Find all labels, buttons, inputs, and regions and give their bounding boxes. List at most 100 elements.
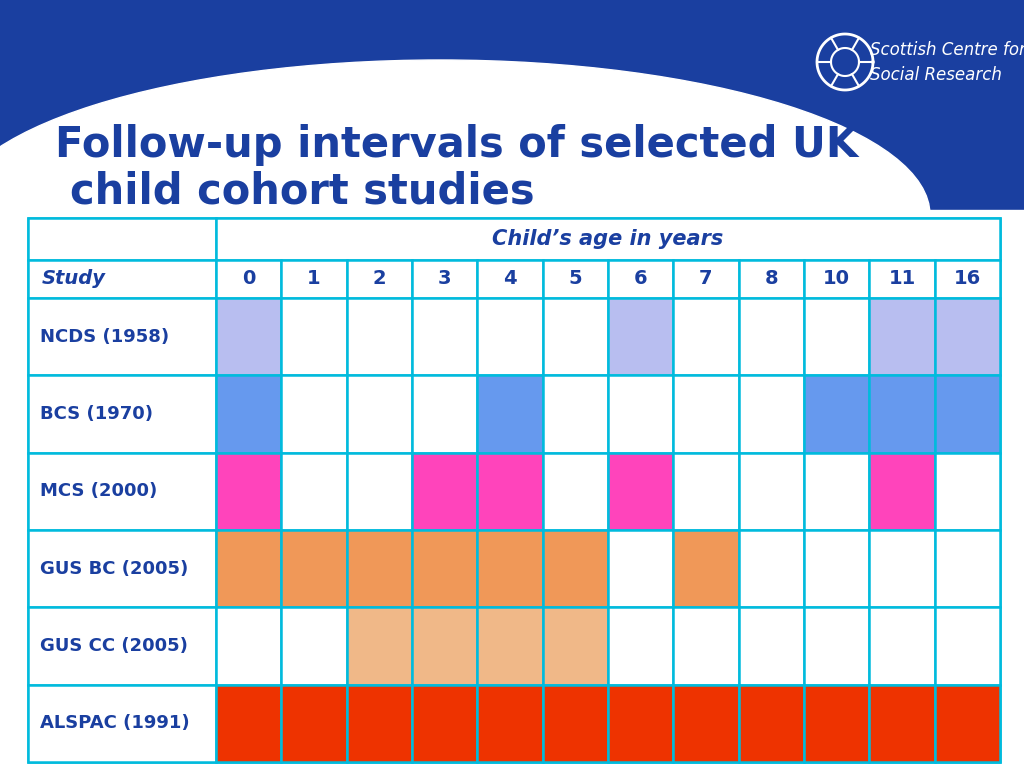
Bar	[216, 607, 282, 684]
Bar	[412, 684, 477, 762]
Bar	[869, 607, 935, 684]
Bar	[804, 607, 869, 684]
Bar	[347, 607, 412, 684]
Text: 1: 1	[307, 270, 321, 289]
Bar	[28, 376, 216, 452]
Text: child cohort studies: child cohort studies	[70, 171, 535, 213]
Bar	[869, 684, 935, 762]
Bar	[412, 298, 477, 376]
Bar	[543, 607, 608, 684]
Text: 16: 16	[953, 270, 981, 289]
Bar	[869, 452, 935, 530]
Bar	[543, 530, 608, 607]
Bar	[412, 607, 477, 684]
Bar	[804, 684, 869, 762]
Text: 8: 8	[765, 270, 778, 289]
Bar	[608, 607, 674, 684]
Bar	[216, 452, 282, 530]
Bar	[804, 530, 869, 607]
Bar	[543, 298, 608, 376]
Bar	[412, 376, 477, 452]
Bar	[543, 260, 608, 298]
Text: 0: 0	[242, 270, 255, 289]
Text: NCDS (1958): NCDS (1958)	[40, 328, 169, 346]
Bar	[216, 298, 282, 376]
Text: 6: 6	[634, 270, 647, 289]
Bar	[216, 530, 282, 607]
Bar	[935, 298, 1000, 376]
Bar	[608, 298, 674, 376]
Bar	[674, 376, 738, 452]
Bar	[347, 260, 412, 298]
Text: 3: 3	[438, 270, 452, 289]
Bar	[674, 530, 738, 607]
Bar	[608, 260, 674, 298]
Text: 4: 4	[503, 270, 517, 289]
Bar	[608, 452, 674, 530]
Bar	[216, 684, 282, 762]
Bar	[282, 452, 347, 530]
Bar	[738, 607, 804, 684]
Bar	[477, 452, 543, 530]
Bar	[28, 298, 216, 376]
Bar	[935, 684, 1000, 762]
Bar	[28, 218, 216, 260]
Text: Scottish Centre for: Scottish Centre for	[870, 41, 1024, 59]
Bar	[282, 530, 347, 607]
Bar	[28, 530, 216, 607]
Bar	[804, 260, 869, 298]
Bar	[282, 684, 347, 762]
Bar	[282, 376, 347, 452]
Bar	[282, 607, 347, 684]
Text: GUS CC (2005): GUS CC (2005)	[40, 637, 187, 655]
Bar	[804, 298, 869, 376]
Bar	[804, 452, 869, 530]
Bar	[738, 298, 804, 376]
Bar	[477, 260, 543, 298]
Bar	[738, 376, 804, 452]
Bar	[543, 376, 608, 452]
Bar	[935, 452, 1000, 530]
Text: GUS BC (2005): GUS BC (2005)	[40, 560, 188, 578]
Bar	[804, 376, 869, 452]
Text: BCS (1970): BCS (1970)	[40, 405, 153, 423]
Bar	[28, 684, 216, 762]
Bar	[543, 684, 608, 762]
Bar	[869, 298, 935, 376]
Bar	[412, 452, 477, 530]
Bar	[347, 452, 412, 530]
Bar	[347, 684, 412, 762]
Bar	[0, 210, 1024, 768]
Text: Study: Study	[42, 270, 106, 289]
Bar	[477, 376, 543, 452]
Text: 7: 7	[699, 270, 713, 289]
Bar	[674, 452, 738, 530]
Bar	[347, 376, 412, 452]
Bar	[738, 260, 804, 298]
Text: Social Research: Social Research	[870, 66, 1001, 84]
Bar	[674, 684, 738, 762]
Text: Child’s age in years: Child’s age in years	[493, 229, 724, 249]
Bar	[28, 607, 216, 684]
Bar	[935, 376, 1000, 452]
Bar	[216, 376, 282, 452]
Bar	[216, 218, 1000, 260]
Bar	[543, 452, 608, 530]
Text: 2: 2	[373, 270, 386, 289]
Bar	[608, 376, 674, 452]
Bar	[412, 260, 477, 298]
Bar	[608, 530, 674, 607]
Bar	[477, 607, 543, 684]
Text: 11: 11	[889, 270, 915, 289]
Ellipse shape	[0, 60, 930, 370]
Text: Follow-up intervals of selected UK: Follow-up intervals of selected UK	[55, 124, 858, 166]
Bar	[477, 530, 543, 607]
Bar	[412, 530, 477, 607]
Bar	[738, 684, 804, 762]
Bar	[28, 452, 216, 530]
Bar	[477, 298, 543, 376]
Bar	[282, 260, 347, 298]
Text: 10: 10	[823, 270, 850, 289]
Bar	[869, 376, 935, 452]
Text: MCS (2000): MCS (2000)	[40, 482, 158, 500]
